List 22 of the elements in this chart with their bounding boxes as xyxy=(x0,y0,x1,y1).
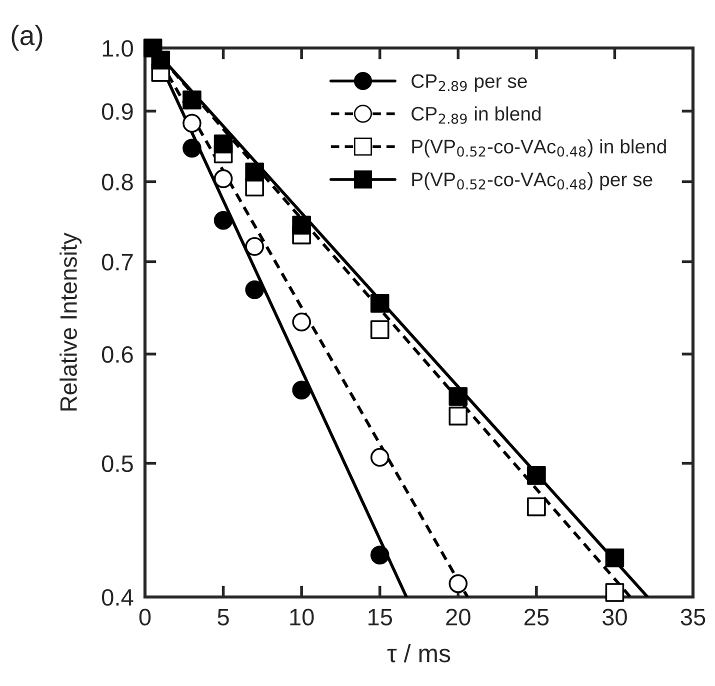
x-tick-label: 25 xyxy=(524,608,549,626)
x-tick-label: 5 xyxy=(218,608,229,626)
y-tick-label: 0.6 xyxy=(102,346,133,363)
y-tick-label: 0.7 xyxy=(102,254,133,270)
y-tick-label: 0.8 xyxy=(102,174,133,190)
y-tick-label: 0.4 xyxy=(102,589,134,606)
x-tick-label: 10 xyxy=(290,608,314,626)
legend-label: P(VP$_{0.52}$-co-VAc$_{0.48}$) in blend xyxy=(412,139,666,158)
x-tick-label: 0 xyxy=(139,608,151,626)
x-tick-label: 30 xyxy=(602,608,627,626)
y-tick-label: 0.5 xyxy=(102,455,133,472)
legend-label: P(VP$_{0.52}$-co-VAc$_{0.48}$) per se xyxy=(412,172,652,190)
x-axis-title: τ / ms xyxy=(387,644,450,662)
y-tick-label: 1.0 xyxy=(102,40,133,57)
x-tick-label: 35 xyxy=(680,608,706,626)
text: (a) xyxy=(12,24,42,51)
x-tick-label: 20 xyxy=(446,608,470,626)
legend-label: CP$_{2.89}$ in blend xyxy=(412,106,541,124)
x-tick-label: 15 xyxy=(368,608,392,626)
y-axis-title: Relative Intensity xyxy=(60,232,82,410)
y-tick-label: 0.9 xyxy=(102,103,133,120)
legend-label: CP$_{2.89}$ per se xyxy=(412,74,527,92)
